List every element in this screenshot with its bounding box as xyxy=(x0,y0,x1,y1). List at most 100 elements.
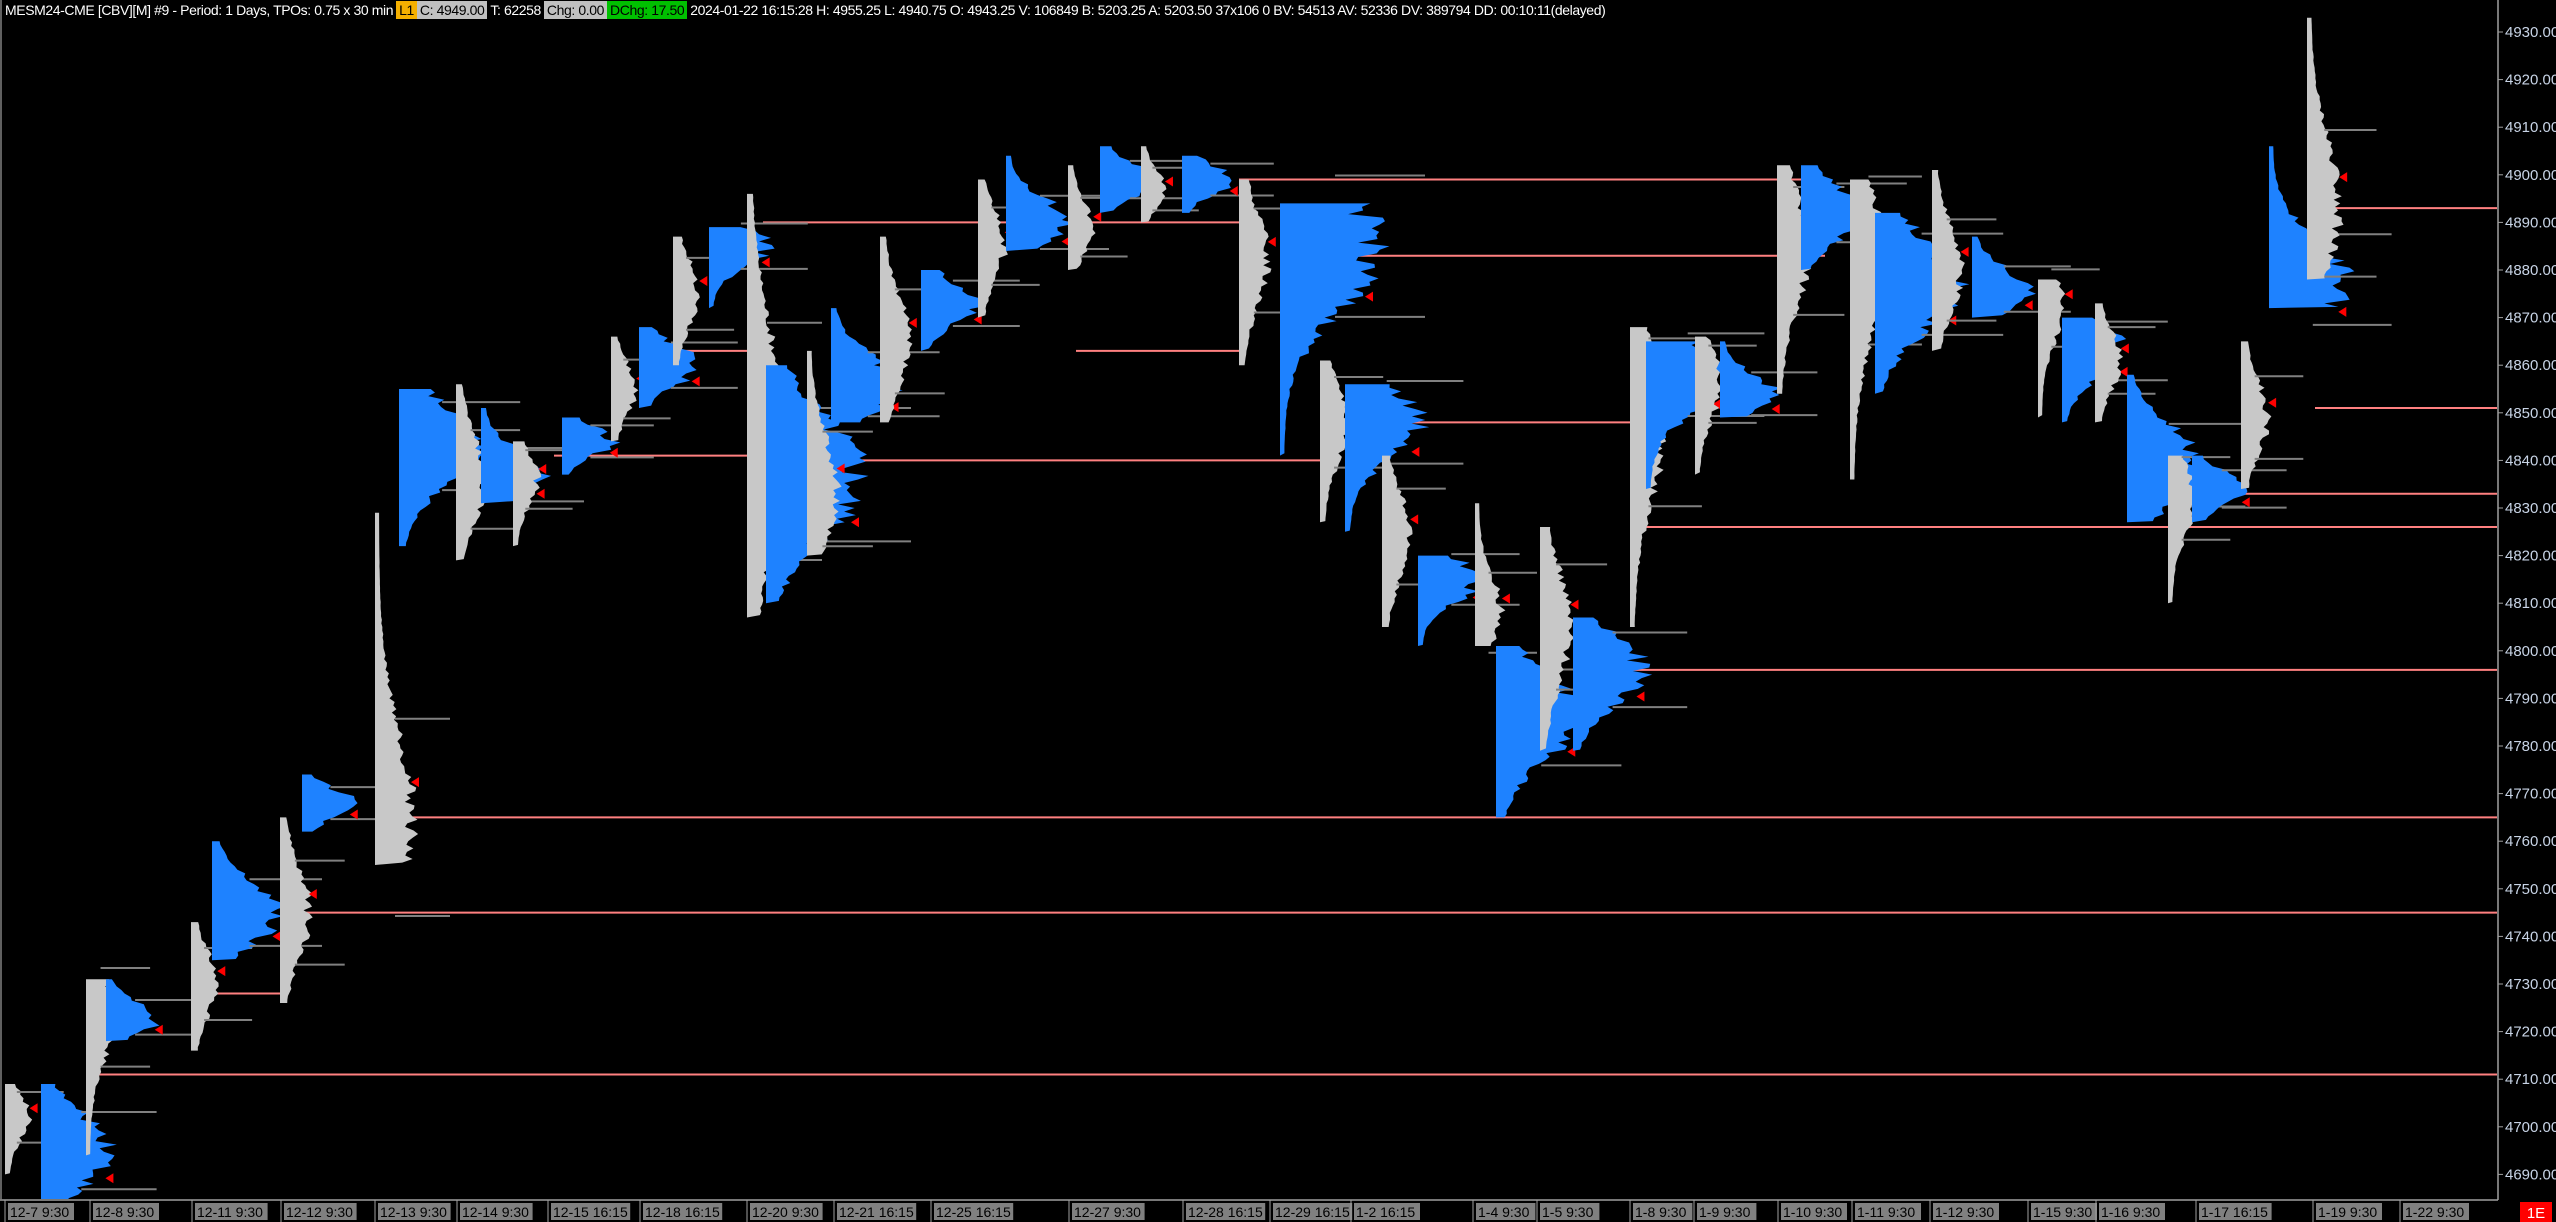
eth-profile[interactable] xyxy=(1475,503,1537,654)
rth-profile[interactable] xyxy=(41,1083,157,1222)
profile-shape xyxy=(880,236,913,423)
marker-triangle-icon xyxy=(1229,185,1238,196)
x-label-bg xyxy=(284,1203,357,1220)
eth-profile[interactable] xyxy=(1932,170,1997,351)
x-label-bg xyxy=(2031,1203,2097,1220)
y-tick-label: 4770.00 xyxy=(2505,786,2556,803)
y-tick-label: 4830.00 xyxy=(2505,500,2556,517)
profile-shape xyxy=(562,417,621,475)
x-label-bg xyxy=(1781,1203,1847,1220)
marker-triangle-icon xyxy=(2268,397,2277,408)
rth-profile[interactable] xyxy=(106,979,200,1042)
x-tick-label: 1-8 9:30 xyxy=(1635,1204,1687,1220)
y-tick-label: 4710.00 xyxy=(2505,1071,2556,1088)
x-label-bg xyxy=(1354,1203,1420,1220)
x-tick-label: 12-15 16:15 xyxy=(553,1204,628,1220)
eth-profile[interactable] xyxy=(2095,303,2156,423)
rth-profile[interactable] xyxy=(921,270,1020,351)
rth-profile[interactable] xyxy=(2192,455,2287,523)
profile-shape xyxy=(375,512,419,865)
x-tick-label: 1-5 9:30 xyxy=(1542,1204,1594,1220)
rth-profile[interactable] xyxy=(1573,617,1688,751)
profile-shape xyxy=(2269,146,2355,309)
x-tick-label: 1-17 16:15 xyxy=(2201,1204,2268,1220)
marker-triangle-icon xyxy=(536,488,545,499)
x-label-bg xyxy=(1072,1203,1145,1220)
x-tick-label: 12-27 9:30 xyxy=(1074,1204,1141,1220)
x-label-bg xyxy=(2199,1203,2272,1220)
x-label-bg xyxy=(8,1203,74,1220)
marker-triangle-icon xyxy=(761,257,770,268)
profile-shape xyxy=(1875,212,1970,394)
profile-shape xyxy=(1100,146,1153,213)
rth-profile[interactable] xyxy=(1280,174,1425,456)
marker-triangle-icon xyxy=(890,402,899,413)
y-tick-label: 4910.00 xyxy=(2505,119,2556,136)
x-label-bg xyxy=(2099,1203,2165,1220)
price-axis[interactable]: 4930.00 4920.00 4910.00 4900.00 4890.00 4880.… xyxy=(2498,24,2556,1183)
profile-shape xyxy=(456,384,488,561)
profile-shape xyxy=(2095,303,2124,423)
marker-triangle-icon xyxy=(836,463,845,474)
profile-shape xyxy=(2192,455,2248,523)
marker-triangle-icon xyxy=(538,463,547,474)
y-tick-label: 4870.00 xyxy=(2505,310,2556,327)
marker-triangle-icon xyxy=(699,275,708,286)
profile-shape xyxy=(106,979,160,1042)
profile-shape xyxy=(709,227,775,309)
marker-triangle-icon xyxy=(2119,366,2128,377)
rth-profile[interactable] xyxy=(562,417,654,475)
rth-profile[interactable] xyxy=(1720,341,1818,418)
status-badge: 1E xyxy=(2527,1205,2545,1222)
eth-profile[interactable] xyxy=(673,236,735,366)
rth-profile[interactable] xyxy=(1006,155,1109,251)
x-label-bg xyxy=(1933,1203,1999,1220)
x-tick-label: 12-7 9:30 xyxy=(10,1204,69,1220)
x-tick-label: 12-14 9:30 xyxy=(462,1204,529,1220)
eth-profile[interactable] xyxy=(807,350,873,556)
chart-title: MESM24-CME [CBV][M] #9 - Period: 1 Days,… xyxy=(5,2,394,18)
x-tick-label: 12-25 16:15 xyxy=(936,1204,1011,1220)
rth-profile[interactable] xyxy=(639,327,738,409)
y-tick-label: 4790.00 xyxy=(2505,690,2556,707)
profile-shape xyxy=(807,350,842,556)
profile-shape xyxy=(1475,503,1506,647)
marker-triangle-icon xyxy=(2024,300,2033,311)
x-tick-label: 1-19 9:30 xyxy=(2318,1204,2377,1220)
marker-triangle-icon xyxy=(1365,291,1373,302)
daily-change-value: DChg: 17.50 xyxy=(607,1,688,19)
y-tick-label: 4880.00 xyxy=(2505,262,2556,279)
profile-shape xyxy=(191,922,219,1051)
x-tick-label: 12-11 9:30 xyxy=(197,1204,263,1220)
y-tick-label: 4780.00 xyxy=(2505,738,2556,755)
rth-profile[interactable] xyxy=(1182,155,1274,213)
eth-profile[interactable] xyxy=(375,512,450,918)
eth-profile[interactable] xyxy=(2241,341,2304,489)
eth-profile[interactable] xyxy=(280,817,345,1004)
rth-profile[interactable] xyxy=(1418,553,1520,647)
eth-profile[interactable] xyxy=(2307,17,2377,280)
y-tick-label: 4760.00 xyxy=(2505,833,2556,850)
level1-badge[interactable]: L1 xyxy=(396,1,417,19)
y-tick-label: 4930.00 xyxy=(2505,24,2556,41)
trade-count: T: 62258 xyxy=(490,2,541,18)
marker-triangle-icon xyxy=(2064,289,2073,300)
x-label-bg xyxy=(1186,1203,1266,1220)
marker-triangle-icon xyxy=(908,317,917,328)
marker-triangle-icon xyxy=(308,889,317,900)
marker-triangle-icon xyxy=(1411,446,1420,457)
profile-shape xyxy=(1418,555,1481,647)
time-axis[interactable]: 12-7 9:30 12-8 9:30 12-11 9:30 12-12 9:30 12… xyxy=(4,1200,2469,1222)
x-label-bg xyxy=(2403,1203,2469,1220)
x-label-bg xyxy=(551,1203,631,1220)
profile-shape xyxy=(41,1083,117,1199)
y-tick-label: 4860.00 xyxy=(2505,357,2556,374)
profile-shape xyxy=(302,774,358,832)
status-badge-bg xyxy=(2520,1202,2552,1222)
profile-shape xyxy=(2168,455,2196,604)
profile-shape xyxy=(212,841,288,961)
x-tick-label: 1-11 9:30 xyxy=(1857,1204,1915,1220)
x-tick-label: 1-15 9:30 xyxy=(2033,1204,2092,1220)
y-tick-label: 4700.00 xyxy=(2505,1119,2556,1136)
